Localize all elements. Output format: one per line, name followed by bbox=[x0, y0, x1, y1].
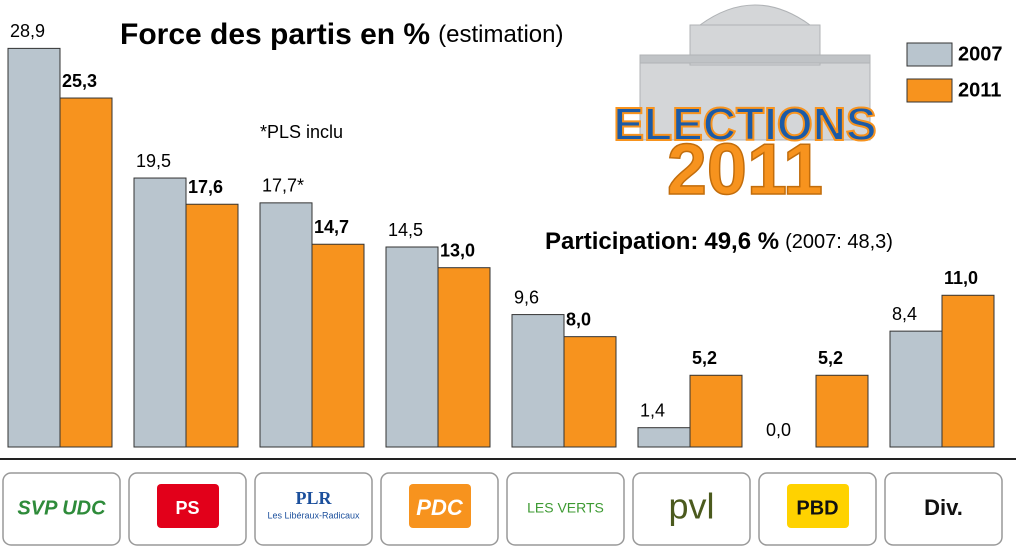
value-label: 13,0 bbox=[440, 240, 475, 260]
x-tick-label: pvl bbox=[668, 486, 714, 527]
value-label: 1,4 bbox=[640, 400, 665, 420]
value-label: 0,0 bbox=[766, 420, 791, 440]
value-label: 17,6 bbox=[188, 177, 223, 197]
value-label: 25,3 bbox=[62, 71, 97, 91]
x-tick-label: LES VERTS bbox=[527, 500, 604, 516]
x-tick-label: PS bbox=[175, 498, 199, 518]
value-label: 9,6 bbox=[514, 287, 539, 307]
bar bbox=[890, 331, 942, 447]
party-button bbox=[255, 473, 372, 545]
logo-line2: 2011 bbox=[667, 130, 823, 210]
legend-label: 2011 bbox=[958, 79, 1001, 101]
value-label: 11,0 bbox=[944, 268, 978, 288]
bar bbox=[690, 375, 742, 447]
bar bbox=[386, 247, 438, 447]
bar bbox=[8, 48, 60, 447]
value-label: 14,5 bbox=[388, 220, 423, 240]
value-label: 8,0 bbox=[566, 309, 591, 329]
value-label: 5,2 bbox=[818, 348, 843, 368]
value-label: 8,4 bbox=[892, 304, 917, 324]
title: Force des partis en % bbox=[120, 18, 430, 51]
x-tick-label: Div. bbox=[924, 495, 963, 520]
participation-previous: (2007: 48,3) bbox=[785, 231, 893, 253]
bar bbox=[816, 375, 868, 447]
x-tick-label: PBD bbox=[796, 497, 838, 519]
bar bbox=[60, 98, 112, 447]
bar bbox=[942, 295, 994, 447]
bar bbox=[512, 315, 564, 447]
bar bbox=[134, 178, 186, 447]
value-label: 14,7 bbox=[314, 217, 349, 237]
participation-label: Participation: bbox=[545, 228, 698, 255]
value-label: 19,5 bbox=[136, 151, 171, 171]
value-label: 5,2 bbox=[692, 348, 717, 368]
bar bbox=[186, 204, 238, 447]
legend-swatch bbox=[907, 79, 952, 102]
annotation: *PLS inclu bbox=[260, 122, 343, 142]
bar bbox=[638, 428, 690, 447]
party-subtitle: Les Libéraux-Radicaux bbox=[267, 510, 360, 520]
participation: Participation:49,6 % (2007: 48,3) bbox=[545, 228, 893, 255]
legend-label: 2007 bbox=[958, 43, 1003, 65]
bar bbox=[564, 337, 616, 447]
x-tick-label: PLR bbox=[296, 488, 333, 508]
value-label: 17,7* bbox=[262, 176, 304, 196]
chart-title: Force des partis en % (estimation) bbox=[120, 18, 563, 51]
subtitle: (estimation) bbox=[438, 21, 563, 48]
bar bbox=[260, 203, 312, 447]
legend-swatch bbox=[907, 43, 952, 66]
bar bbox=[312, 244, 364, 447]
page: ELECTIONS 2011 Force des partis en %(est… bbox=[0, 0, 1016, 548]
value-label: 28,9 bbox=[10, 21, 45, 41]
x-tick-label: SVP UDC bbox=[17, 497, 106, 519]
x-tick-label: PDC bbox=[416, 495, 464, 520]
chart: ELECTIONS 2011 Force des partis en %(est… bbox=[0, 0, 1016, 548]
bar bbox=[438, 268, 490, 447]
participation-value: 49,6 % bbox=[704, 228, 779, 255]
